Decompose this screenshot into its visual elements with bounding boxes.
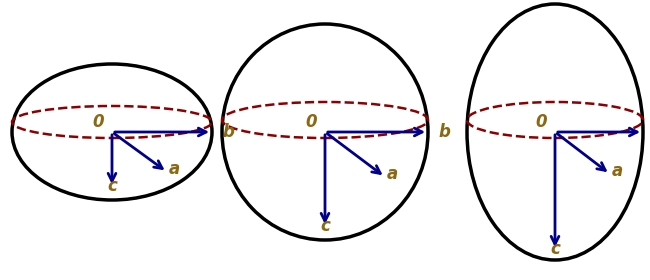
- Text: c: c: [550, 240, 560, 258]
- Text: c: c: [107, 177, 117, 195]
- Text: a: a: [612, 162, 623, 180]
- Text: c: c: [320, 217, 330, 235]
- Text: 0: 0: [535, 113, 547, 131]
- Text: a: a: [169, 160, 180, 178]
- Text: b: b: [438, 123, 450, 141]
- Text: b: b: [222, 123, 234, 141]
- Text: 0: 0: [306, 113, 317, 131]
- Text: 0: 0: [92, 113, 104, 131]
- Text: a: a: [387, 165, 398, 183]
